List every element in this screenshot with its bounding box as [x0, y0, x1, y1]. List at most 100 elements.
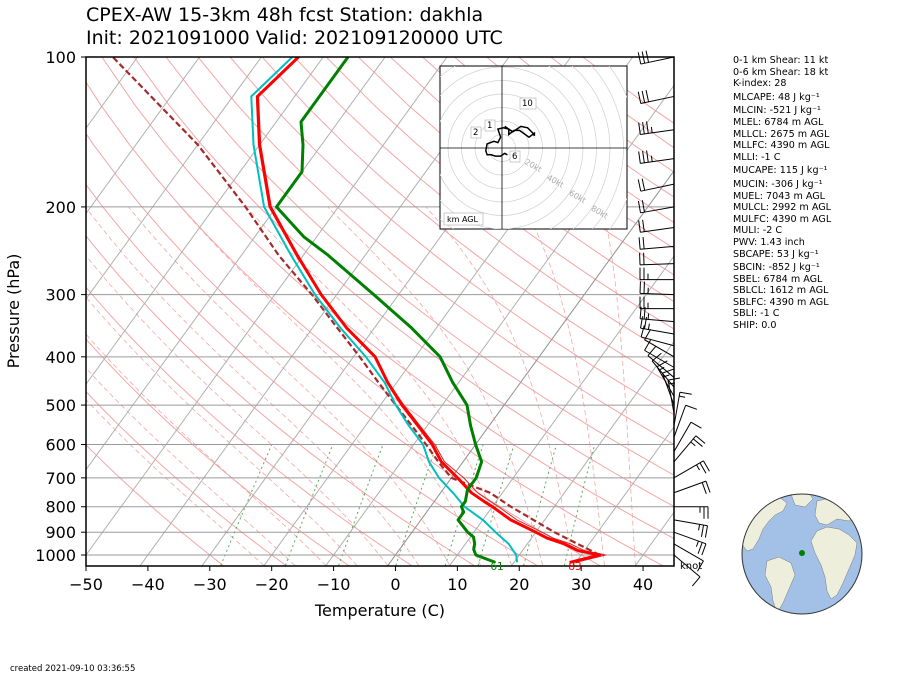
index-mulcl: MULCL: 2992 m AGL: [733, 202, 832, 214]
x-axis-label: Temperature (C): [314, 601, 445, 620]
isotherm: [86, 57, 386, 471]
wind-barb-flag: [643, 307, 646, 320]
index-sbcape: SBCAPE: 53 J kg⁻¹: [733, 248, 819, 260]
wind-barb-staff: [673, 460, 704, 479]
index-muli: MULI: -2 C: [733, 225, 783, 237]
wind-barb-flag: [641, 51, 646, 64]
index-k: K-index: 28: [733, 78, 787, 90]
wind-barb-half: [690, 441, 696, 447]
wind-barb-staff: [640, 327, 675, 335]
moist-adiabat: [327, 206, 543, 566]
wind-barb-flag: [638, 151, 641, 164]
wind-barb-flag: [642, 150, 645, 163]
wind-barb-staff: [667, 379, 675, 414]
hodograph-trace: [485, 125, 536, 157]
isotherm: [86, 57, 262, 300]
index-sblfc: SBLFC: 4390 m AGL: [733, 296, 829, 308]
wind-barb-flag: [701, 543, 707, 556]
wind-barb-flag: [644, 329, 651, 341]
index-mulfc: MULFC: 4390 m AGL: [733, 213, 832, 225]
mixing-ratio-line: [284, 444, 334, 566]
wind-barb-flag: [692, 438, 703, 447]
dry-adiabat: [197, 57, 674, 446]
moist-adiabat: [425, 206, 574, 566]
wind-barb-half: [695, 540, 699, 547]
x-tick-label: −50: [69, 575, 103, 594]
moist-adiabat: [602, 206, 636, 566]
wind-barb-half: [696, 464, 700, 471]
wind-barb-staff: [640, 158, 675, 164]
index-sbcin: SBCIN: -852 J kg⁻¹: [733, 262, 820, 274]
wind-barb-half: [647, 313, 650, 320]
isotherm: [86, 57, 324, 386]
moist-adiabat: [86, 296, 358, 566]
wind-barb-flag: [642, 121, 645, 135]
hodograph-height-box: [519, 97, 537, 110]
wind-barb-flag: [638, 122, 641, 135]
index-mucin: MUCIN: -306 J kg⁻¹: [733, 178, 823, 190]
wind-barb-flag: [643, 316, 648, 329]
index-sblcl: SBLCL: 1612 m AGL: [733, 285, 829, 297]
station-marker: [799, 550, 805, 556]
wind-barb-flag: [647, 346, 657, 356]
index-mllfc: MLLFC: 4390 m AGL: [733, 140, 830, 152]
index-pwv: PWV: 1.43 inch: [733, 236, 805, 248]
wind-barb-half: [647, 323, 650, 330]
isotherm: [573, 426, 674, 566]
chart-title-line1: CPEX-AW 15-3km 48h fcst Station: dakhla: [86, 4, 484, 26]
x-tick-label: −40: [131, 575, 165, 594]
wind-barb-flag: [691, 576, 701, 587]
mixing-ratio-line: [220, 444, 273, 566]
hodograph-height-label: 6: [512, 152, 517, 162]
index-shear-01: 0-1 km Shear: 11 kt: [733, 55, 829, 66]
mixing-ratio-line: [563, 444, 596, 566]
wind-barb-staff: [640, 292, 675, 296]
wind-barb-staff: [640, 183, 675, 192]
wind-barb-flag: [642, 219, 645, 232]
dry-adiabat: [261, 57, 674, 387]
mixing-ratio-line: [477, 444, 515, 566]
wind-barb-half: [668, 382, 675, 385]
index-mlli: MLLI: -1 C: [733, 151, 781, 163]
surface-temperature-label: 83: [568, 561, 581, 573]
dry-adiabat: [390, 57, 674, 276]
wind-barb-staff: [647, 355, 675, 378]
wind-barb-staff: [673, 405, 687, 438]
wind-barb-staff: [673, 421, 692, 452]
y-tick-label: 900: [45, 523, 76, 542]
y-tick-label: 300: [45, 286, 76, 305]
dry-adiabat: [293, 57, 674, 358]
wind-barb-flag: [656, 360, 668, 368]
index-mllcl: MLLCL: 2675 m AGL: [733, 128, 830, 140]
wind-barb-flag: [679, 391, 692, 395]
wind-barb-flag: [646, 150, 649, 163]
wind-barb-flag: [662, 368, 674, 374]
wind-barb-flag: [700, 524, 705, 537]
wind-barb-staff: [661, 372, 675, 406]
index-muel: MUEL: 7043 m AGL: [733, 190, 826, 202]
dry-adiabat: [357, 57, 674, 303]
station-location-globe: [741, 493, 863, 615]
dry-adiabat: [86, 235, 475, 566]
wind-barb-flag: [705, 480, 711, 493]
y-tick-label: 1000: [35, 546, 76, 565]
hodograph-height-label: 1: [487, 121, 492, 131]
globe-outline: [741, 493, 863, 615]
hodograph-height-box: [484, 119, 496, 132]
y-tick-label: 800: [45, 498, 76, 517]
dewpoint-trace: [275, 57, 496, 564]
hodograph-height-box: [470, 126, 482, 139]
index-mlel: MLEL: 6784 m AGL: [733, 116, 824, 128]
wind-barb-half: [658, 366, 665, 371]
dry-adiabat: [325, 57, 674, 330]
wind-barb-flag: [651, 352, 662, 362]
chart-title-line2: Init: 2021091000 Valid: 202109120000 UTC: [86, 27, 503, 49]
wind-barb-flag: [697, 560, 704, 572]
wind-barb-flag: [638, 220, 641, 233]
wind-barb-flag: [641, 178, 646, 191]
wind-barb-half: [650, 126, 653, 133]
axes: −50 −40 −30 −20 −10 0 10 20 30 40 100 200 300 400 500 6…: [35, 48, 653, 594]
isotherm: [325, 84, 674, 566]
mixing-ratio-line: [523, 444, 557, 566]
